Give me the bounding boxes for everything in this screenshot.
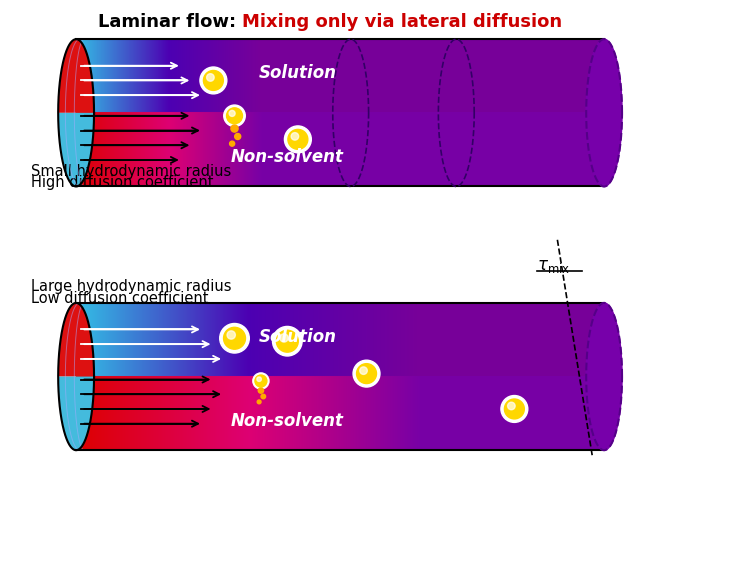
Circle shape bbox=[229, 110, 235, 117]
Text: High diffusion coefficient: High diffusion coefficient bbox=[31, 176, 214, 190]
Text: Mixing only via lateral diffusion: Mixing only via lateral diffusion bbox=[243, 13, 562, 31]
Circle shape bbox=[220, 324, 249, 353]
Circle shape bbox=[276, 330, 298, 352]
Circle shape bbox=[258, 388, 263, 393]
Text: Solution: Solution bbox=[259, 64, 337, 82]
Polygon shape bbox=[586, 39, 622, 186]
Circle shape bbox=[255, 375, 267, 387]
Text: Solution: Solution bbox=[259, 328, 337, 346]
Circle shape bbox=[229, 141, 234, 146]
Text: Non-solvent: Non-solvent bbox=[231, 412, 344, 430]
Polygon shape bbox=[58, 39, 94, 113]
Circle shape bbox=[284, 126, 312, 153]
Text: Non-solvent: Non-solvent bbox=[231, 148, 344, 166]
Circle shape bbox=[206, 74, 214, 81]
Circle shape bbox=[224, 105, 246, 126]
Circle shape bbox=[234, 133, 240, 140]
Circle shape bbox=[257, 400, 261, 404]
Text: Laminar flow:: Laminar flow: bbox=[98, 13, 243, 31]
Text: Small hydrodynamic radius: Small hydrodynamic radius bbox=[31, 164, 232, 178]
Circle shape bbox=[360, 367, 367, 375]
Circle shape bbox=[272, 327, 302, 356]
Circle shape bbox=[253, 373, 269, 389]
Polygon shape bbox=[58, 376, 94, 450]
Circle shape bbox=[203, 70, 223, 90]
Circle shape bbox=[357, 364, 376, 384]
Circle shape bbox=[257, 377, 261, 382]
Circle shape bbox=[223, 327, 246, 349]
Polygon shape bbox=[58, 303, 94, 376]
Text: Low diffusion coefficient: Low diffusion coefficient bbox=[31, 291, 209, 306]
Circle shape bbox=[288, 129, 308, 149]
Text: $\tau_{\rm mix}$: $\tau_{\rm mix}$ bbox=[537, 257, 571, 275]
Circle shape bbox=[353, 360, 380, 387]
Circle shape bbox=[505, 399, 525, 419]
Circle shape bbox=[501, 395, 528, 422]
Circle shape bbox=[508, 402, 515, 410]
Circle shape bbox=[227, 331, 235, 339]
Circle shape bbox=[280, 334, 288, 342]
Circle shape bbox=[261, 394, 266, 399]
Circle shape bbox=[200, 67, 227, 94]
Circle shape bbox=[226, 108, 243, 124]
Polygon shape bbox=[586, 303, 622, 450]
Text: Large hydrodynamic radius: Large hydrodynamic radius bbox=[31, 279, 232, 294]
Polygon shape bbox=[58, 113, 94, 186]
Circle shape bbox=[291, 133, 299, 140]
Circle shape bbox=[231, 125, 238, 132]
